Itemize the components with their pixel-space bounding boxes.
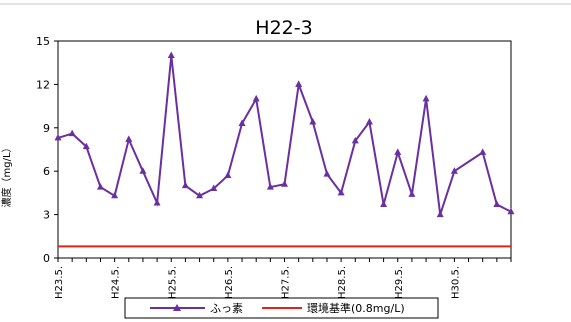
data-point-marker xyxy=(323,170,331,177)
data-point-marker xyxy=(224,171,232,179)
chart-title: H22-3 xyxy=(255,17,312,39)
data-point-marker xyxy=(507,207,515,215)
x-tick-label: H25.5. xyxy=(167,266,178,299)
data-point-marker xyxy=(493,200,501,207)
x-tick-label: H28.5. xyxy=(337,266,348,299)
data-point-marker xyxy=(266,183,274,190)
data-point-marker xyxy=(181,181,189,189)
data-point-marker xyxy=(351,136,359,144)
y-tick-label: 15 xyxy=(36,35,50,48)
legend-fluorine-marker xyxy=(173,304,181,311)
legend-fluorine-label: ふっ素 xyxy=(210,302,243,315)
data-point-marker xyxy=(309,118,317,125)
legend: ふっ素 環境基準(0.8mg/L) xyxy=(124,297,439,319)
y-axis-label: 濃度（mg/L） xyxy=(0,142,13,207)
y-tick-label: 12 xyxy=(36,78,50,91)
x-tick-label: H24.5. xyxy=(111,266,122,299)
data-point-marker xyxy=(167,51,175,58)
fluorine-series-markers xyxy=(54,51,515,218)
data-point-marker xyxy=(380,200,388,207)
data-point-marker xyxy=(295,80,303,87)
data-point-marker xyxy=(139,167,147,174)
plot-area xyxy=(57,40,512,259)
x-axis-ticks: H23.5. H24.5. H25.5. H26.5. H27.5. H28.5. H29.… xyxy=(54,258,512,299)
data-point-marker xyxy=(111,191,119,199)
data-point-marker xyxy=(365,118,373,125)
data-point-marker xyxy=(450,167,458,174)
data-point-marker xyxy=(252,94,260,102)
y-tick-label: 9 xyxy=(43,122,50,135)
y-tick-label: 3 xyxy=(43,209,50,222)
y-tick-label: 6 xyxy=(43,165,50,178)
data-point-marker xyxy=(153,199,161,206)
x-tick-label: H29.5. xyxy=(394,266,405,299)
data-point-marker xyxy=(281,180,288,187)
data-point-marker xyxy=(408,190,416,197)
x-tick-label: H30.5. xyxy=(450,266,461,299)
x-tick-label: H27.5. xyxy=(281,266,292,299)
x-tick-label: H26.5. xyxy=(224,266,235,299)
data-point-marker xyxy=(82,142,90,150)
data-point-marker xyxy=(196,191,204,199)
y-tick-label: 0 xyxy=(43,252,50,265)
data-point-marker xyxy=(96,183,104,190)
x-tick-label: H23.5. xyxy=(54,266,65,299)
y-axis-ticks: 0 3 6 9 12 15 xyxy=(36,35,58,265)
data-point-marker xyxy=(422,94,430,102)
data-point-marker xyxy=(337,188,345,196)
data-point-marker xyxy=(125,135,133,142)
legend-standard-label: 環境基準(0.8mg/L) xyxy=(307,301,405,315)
data-point-marker xyxy=(238,119,246,126)
data-point-marker xyxy=(54,133,62,141)
data-point-marker xyxy=(436,210,444,218)
data-point-marker xyxy=(394,148,402,155)
fluorine-series-line xyxy=(57,55,512,215)
data-point-marker xyxy=(479,148,487,155)
data-point-marker xyxy=(68,129,76,137)
data-point-marker xyxy=(210,184,218,192)
